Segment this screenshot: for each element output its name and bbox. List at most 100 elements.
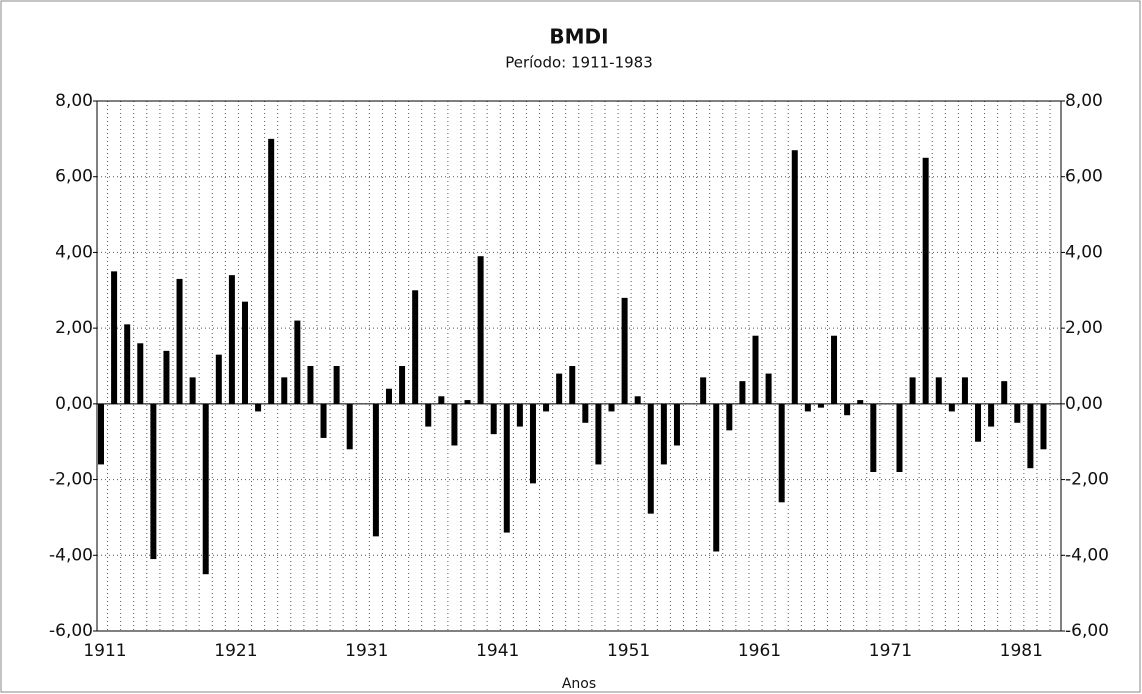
bar bbox=[713, 403, 720, 552]
bar bbox=[975, 403, 982, 442]
bar bbox=[307, 366, 314, 404]
bar bbox=[294, 320, 301, 404]
y2-tick-label: 2,00 bbox=[1065, 318, 1103, 338]
bar bbox=[844, 403, 851, 416]
bar bbox=[739, 381, 746, 404]
bar bbox=[333, 366, 340, 404]
bar bbox=[660, 403, 667, 465]
bar bbox=[399, 366, 406, 404]
bar bbox=[111, 271, 118, 404]
bar bbox=[634, 396, 641, 404]
bar bbox=[529, 403, 536, 484]
y2-tick-label: 6,00 bbox=[1065, 167, 1103, 187]
bar bbox=[621, 297, 628, 404]
bar bbox=[896, 403, 903, 472]
x-tick-label: 1961 bbox=[738, 641, 781, 661]
chart-subtitle: Período: 1911-1983 bbox=[505, 54, 653, 72]
y2-tick-label: 0,00 bbox=[1065, 394, 1103, 414]
bar bbox=[831, 335, 838, 404]
bar bbox=[150, 403, 157, 560]
bar bbox=[817, 403, 824, 408]
bar bbox=[922, 157, 929, 404]
bar bbox=[961, 377, 968, 404]
bar bbox=[909, 377, 916, 404]
bar bbox=[569, 366, 576, 404]
bar bbox=[490, 403, 497, 435]
x-tick-label: 1981 bbox=[1000, 641, 1043, 661]
bar bbox=[556, 373, 563, 404]
y-tick-label: -4,00 bbox=[49, 545, 93, 565]
plot-area bbox=[96, 100, 1062, 632]
y-tick-label: 6,00 bbox=[55, 167, 93, 187]
bar bbox=[673, 403, 680, 446]
bar bbox=[791, 150, 798, 404]
bar bbox=[988, 403, 995, 427]
bar bbox=[176, 278, 183, 404]
bar bbox=[98, 403, 104, 465]
y2-tick-label: -2,00 bbox=[1065, 470, 1109, 490]
bar bbox=[372, 403, 379, 537]
bar bbox=[582, 403, 589, 423]
y2-tick-label: 4,00 bbox=[1065, 242, 1103, 262]
bar bbox=[346, 403, 353, 450]
bar bbox=[464, 400, 471, 404]
bar bbox=[870, 403, 877, 472]
bar bbox=[228, 275, 235, 404]
y-tick-label: -2,00 bbox=[49, 470, 93, 490]
bar bbox=[189, 377, 196, 404]
x-tick-label: 1931 bbox=[345, 641, 388, 661]
bar bbox=[255, 403, 262, 412]
bar bbox=[124, 324, 131, 404]
bar bbox=[241, 301, 248, 404]
bar bbox=[935, 377, 942, 404]
bar bbox=[752, 335, 759, 404]
bar bbox=[202, 403, 209, 575]
bar bbox=[608, 403, 615, 412]
x-tick-label: 1971 bbox=[869, 641, 912, 661]
y-tick-label: -6,00 bbox=[49, 621, 93, 641]
bar bbox=[163, 350, 170, 404]
bar bbox=[726, 403, 733, 431]
bar bbox=[425, 403, 432, 427]
y-tick-label: 4,00 bbox=[55, 242, 93, 262]
x-tick-label: 1921 bbox=[214, 641, 257, 661]
bar bbox=[516, 403, 523, 427]
bar bbox=[1001, 381, 1008, 404]
bar bbox=[647, 403, 654, 514]
x-axis-label: Anos bbox=[562, 676, 596, 692]
bar bbox=[412, 290, 419, 404]
bar bbox=[477, 256, 484, 404]
y-tick-label: 0,00 bbox=[55, 394, 93, 414]
bar bbox=[765, 373, 772, 404]
bar bbox=[385, 388, 392, 404]
bar bbox=[595, 403, 602, 465]
chart-title: BMDI bbox=[549, 25, 608, 49]
y2-tick-label: 8,00 bbox=[1065, 91, 1103, 111]
bar bbox=[804, 403, 811, 412]
bar bbox=[268, 138, 275, 404]
x-tick-label: 1951 bbox=[607, 641, 650, 661]
y2-tick-label: -4,00 bbox=[1065, 545, 1109, 565]
bar bbox=[320, 403, 327, 438]
bar bbox=[543, 403, 550, 412]
y2-tick-label: -6,00 bbox=[1065, 621, 1109, 641]
y-tick-label: 2,00 bbox=[55, 318, 93, 338]
bar bbox=[215, 354, 222, 404]
bar bbox=[1014, 403, 1021, 423]
y-tick-label: 8,00 bbox=[55, 91, 93, 111]
bar bbox=[451, 403, 458, 446]
x-tick-label: 1911 bbox=[83, 641, 126, 661]
bar bbox=[137, 343, 144, 404]
bar bbox=[281, 377, 288, 404]
bar bbox=[948, 403, 955, 412]
bar bbox=[778, 403, 785, 503]
bar bbox=[1040, 403, 1047, 450]
bar bbox=[438, 396, 445, 404]
bar bbox=[1027, 403, 1034, 469]
x-tick-label: 1941 bbox=[476, 641, 519, 661]
bar bbox=[857, 400, 864, 404]
bar bbox=[503, 403, 510, 533]
bar bbox=[700, 377, 707, 404]
